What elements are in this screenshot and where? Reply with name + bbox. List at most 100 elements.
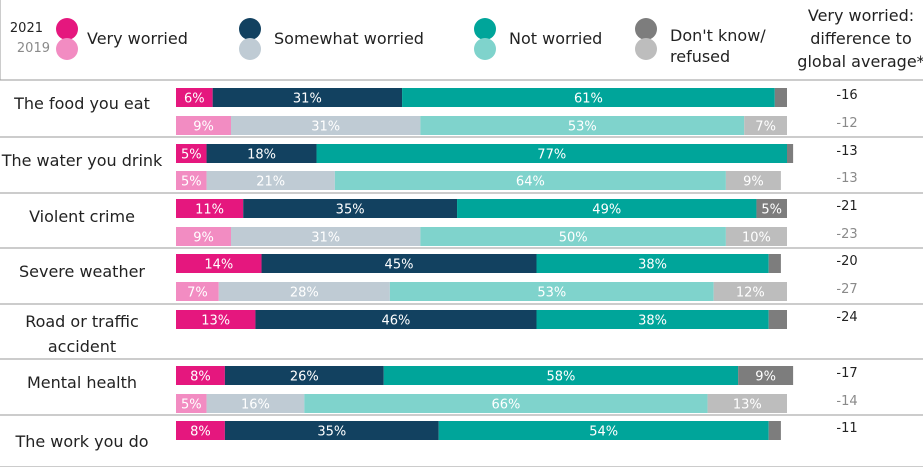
category-label: The water you drink [1, 151, 163, 170]
bar-2021-not [383, 366, 739, 385]
category-label-line: Violent crime [29, 207, 135, 226]
bar-2021-dk [768, 421, 781, 440]
bar-2019-somewhat [230, 227, 421, 246]
bar-2021-dk [738, 366, 794, 385]
legend-label-line: Not worried [509, 29, 602, 48]
bar-2019-dk [707, 394, 787, 413]
bar-2021-not [402, 88, 775, 107]
diff-value: -14 [836, 394, 857, 409]
legend-dot-2021-not [474, 18, 496, 40]
bar-2019-somewhat [230, 116, 421, 135]
data-label: 77% [537, 148, 566, 163]
diff-value: -27 [836, 282, 857, 297]
bar-2019-not [389, 282, 714, 301]
bar-2021-dk [768, 310, 787, 329]
data-label: 12% [736, 286, 765, 301]
legend-label-very: Very worried [87, 29, 188, 48]
legend-label-line: Somewhat worried [274, 29, 424, 48]
category-label-line: accident [48, 337, 116, 356]
data-label: 8% [190, 425, 211, 440]
data-label: 9% [193, 231, 214, 246]
bar-2019-dk [744, 116, 787, 135]
data-label: 26% [290, 370, 319, 385]
legend-label-somewhat: Somewhat worried [274, 29, 424, 48]
bar-2019-very [176, 394, 207, 413]
bar-2019-somewhat [206, 394, 305, 413]
data-label: 64% [516, 175, 545, 190]
bar-2019-very [176, 227, 231, 246]
data-label: 7% [187, 286, 208, 301]
data-label: 5% [181, 175, 202, 190]
diff-value: -20 [836, 254, 857, 269]
legend-dot-2019-dk [635, 38, 657, 60]
data-label: 8% [190, 370, 211, 385]
data-label: 31% [311, 120, 340, 135]
data-label: 7% [755, 120, 776, 135]
diff-value: -13 [836, 171, 857, 186]
data-label: 31% [311, 231, 340, 246]
data-label: 61% [574, 92, 603, 107]
data-label: 21% [256, 175, 285, 190]
data-label: 14% [204, 258, 233, 273]
bar-2021-not [536, 254, 769, 273]
bar-2021-not [536, 310, 769, 329]
diff-value: -23 [836, 227, 857, 242]
category-label-line: Severe weather [19, 262, 145, 281]
data-label: 45% [385, 258, 414, 273]
data-label: 38% [638, 258, 667, 273]
legend-dot-2019-not [474, 38, 496, 60]
category-label-line: Mental health [27, 373, 137, 392]
data-label: 31% [293, 92, 322, 107]
legend-label-dk: Don't know/refused [670, 26, 766, 66]
data-label: 49% [592, 203, 621, 218]
data-label: 58% [546, 370, 575, 385]
bar-2019-very [176, 282, 219, 301]
data-label: 38% [638, 314, 667, 329]
bar-2021-somewhat [212, 88, 403, 107]
bar-2021-very [176, 366, 225, 385]
data-label: 13% [733, 398, 762, 413]
bar-2019-dk [713, 282, 787, 301]
bar-2021-somewhat [206, 144, 317, 163]
diff-value: -13 [836, 144, 857, 159]
data-label: 53% [537, 286, 566, 301]
data-label: 16% [241, 398, 270, 413]
data-label: 11% [195, 203, 224, 218]
category-label: The work you do [14, 432, 148, 451]
bar-2021-very [176, 254, 262, 273]
bar-2019-not [304, 394, 708, 413]
bar-2019-very [176, 171, 207, 190]
diff-value: -24 [836, 310, 857, 325]
bar-2019-dk [725, 227, 787, 246]
category-label-line: The work you do [14, 432, 148, 451]
data-label: 28% [290, 286, 319, 301]
diff-header-line: global average* [797, 52, 923, 71]
diff-value: -11 [836, 421, 857, 436]
data-label: 35% [336, 203, 365, 218]
data-label: 9% [755, 370, 776, 385]
category-bands [0, 79, 923, 467]
data-label: 50% [559, 231, 588, 246]
bar-2019-somewhat [206, 171, 335, 190]
data-label: 5% [181, 148, 202, 163]
bar-2021-somewhat [243, 199, 458, 218]
bar-2021-very [176, 310, 256, 329]
legend-label-line: refused [670, 47, 730, 66]
chart-labels: The food you eat The water you drink Viole… [1, 88, 858, 451]
bar-2019-not [420, 116, 745, 135]
bar-2019-somewhat [218, 282, 390, 301]
bar-2021-dk [787, 144, 794, 163]
bar-2021-very [176, 88, 213, 107]
diff-value: -21 [836, 199, 857, 214]
bar-2021-dk [774, 88, 787, 107]
category-label: Severe weather [19, 262, 145, 281]
bar-segments [176, 88, 794, 440]
legend-label-line: Don't know/ [670, 26, 766, 45]
category-label: Road or traffic accident [25, 312, 139, 356]
category-label-line: The food you eat [13, 94, 150, 113]
data-label: 9% [193, 120, 214, 135]
data-label: 9% [743, 175, 764, 190]
bar-2021-not [438, 421, 769, 440]
bar-2019-not [420, 227, 726, 246]
